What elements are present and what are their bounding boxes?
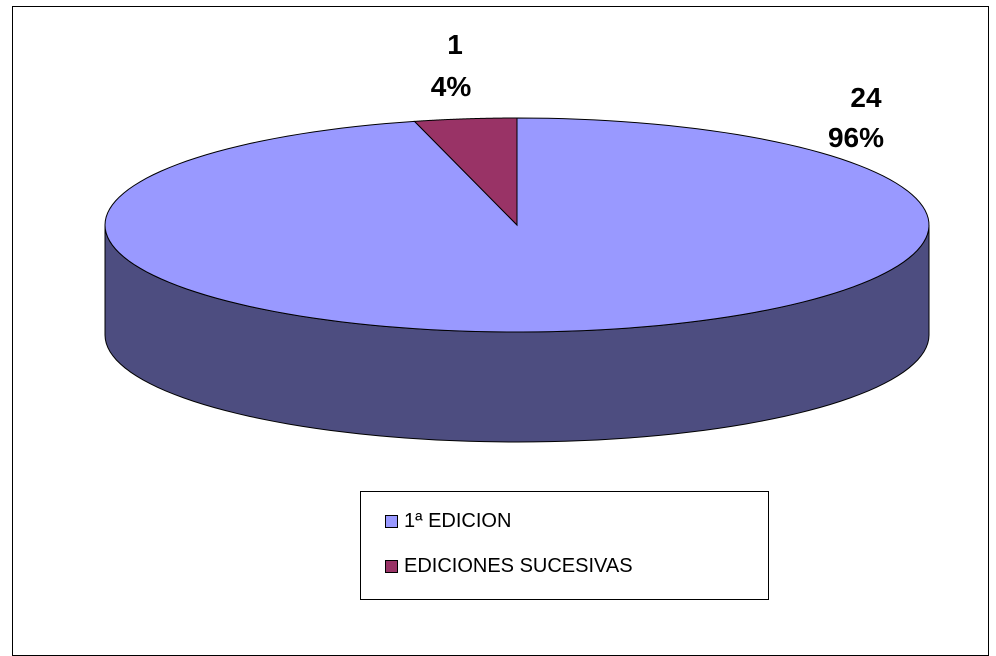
legend: 1ª EDICION EDICIONES SUCESIVAS <box>360 491 769 600</box>
pie-top-face <box>104 117 930 333</box>
pie-data-labels: 24 96% 1 4% <box>431 29 884 153</box>
legend-swatch-1ra-edicion <box>385 515 398 528</box>
legend-item-ediciones-sucesivas: EDICIONES SUCESIVAS <box>385 555 633 578</box>
slice-percent-label-1ra-edicion: 96% <box>828 122 884 153</box>
slice-percent-label-ediciones-sucesivas: 4% <box>431 71 472 102</box>
legend-swatch-ediciones-sucesivas <box>385 560 398 573</box>
legend-label-1ra-edicion: 1ª EDICION <box>404 510 512 532</box>
legend-label-ediciones-sucesivas: EDICIONES SUCESIVAS <box>404 555 633 577</box>
legend-item-1ra-edicion: 1ª EDICION <box>385 510 511 533</box>
pie-slice-ediciones-sucesivas <box>413 117 518 227</box>
slice-value-label-ediciones-sucesivas: 1 <box>447 29 463 60</box>
slice-value-label-1ra-edicion: 24 <box>850 82 882 113</box>
